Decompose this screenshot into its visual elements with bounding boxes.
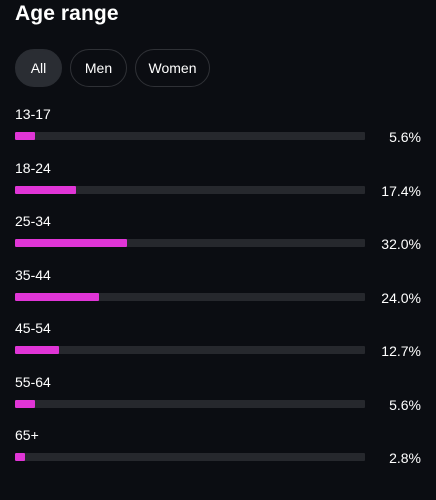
age-row-55-64: 55-64 5.6%: [15, 372, 425, 426]
percent-value: 12.7%: [381, 343, 421, 359]
age-row-13-17: 13-17 5.6%: [15, 104, 425, 158]
progress-fill: [15, 292, 99, 301]
progress-track: [15, 399, 365, 408]
age-label: 65+: [15, 427, 39, 443]
age-label: 35-44: [15, 266, 51, 283]
progress-fill: [15, 399, 35, 408]
progress-track: [15, 346, 365, 354]
tab-men[interactable]: Men: [70, 49, 127, 87]
age-row-25-34: 25-34 32.0%: [15, 211, 425, 265]
age-label: 13-17: [15, 106, 51, 122]
progress-track: [15, 292, 365, 301]
percent-value: 32.0%: [381, 236, 421, 252]
age-range-list: 13-17 5.6% 18-24 17.4% 25-34 32.0% 35-44…: [15, 104, 425, 479]
age-label: 55-64: [15, 373, 51, 390]
age-label: 45-54: [15, 320, 51, 336]
progress-fill: [15, 453, 25, 461]
progress-fill: [15, 185, 76, 194]
percent-value: 24.0%: [381, 289, 421, 306]
progress-track: [15, 239, 365, 247]
percent-value: 5.6%: [389, 129, 421, 145]
tab-women[interactable]: Women: [135, 49, 210, 87]
age-row-45-54: 45-54 12.7%: [15, 318, 425, 372]
progress-track: [15, 185, 365, 194]
progress-fill: [15, 346, 60, 354]
age-row-65-plus: 65+ 2.8%: [15, 425, 425, 479]
progress-fill: [15, 239, 127, 247]
percent-value: 5.6%: [389, 396, 421, 413]
gender-filter-tabs: All Men Women: [15, 49, 210, 87]
age-label: 18-24: [15, 159, 51, 176]
age-row-35-44: 35-44 24.0%: [15, 265, 425, 319]
progress-track: [15, 132, 365, 140]
page-title: Age range: [15, 2, 119, 25]
age-label: 25-34: [15, 213, 51, 229]
tab-all[interactable]: All: [15, 49, 62, 87]
percent-value: 17.4%: [381, 182, 421, 199]
progress-fill: [15, 132, 35, 140]
age-row-18-24: 18-24 17.4%: [15, 158, 425, 212]
progress-track: [15, 453, 365, 461]
percent-value: 2.8%: [389, 450, 421, 466]
